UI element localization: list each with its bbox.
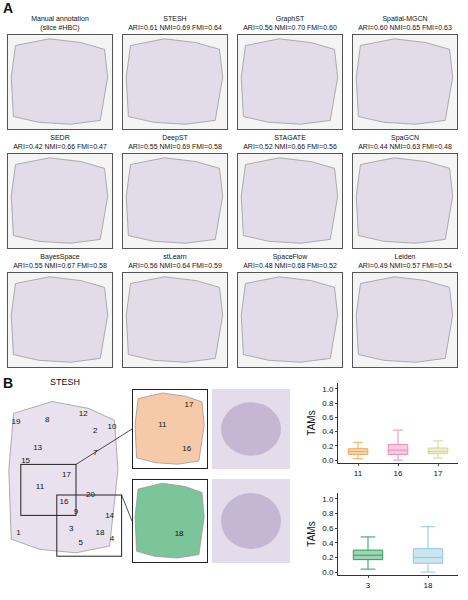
svg-text:16: 16: [60, 497, 69, 506]
svg-text:0.8: 0.8: [322, 399, 334, 408]
svg-text:1.0: 1.0: [322, 495, 334, 504]
svg-text:0.6: 0.6: [322, 524, 334, 533]
svg-text:17: 17: [434, 469, 443, 478]
svg-text:18: 18: [96, 528, 105, 537]
svg-text:0.4: 0.4: [322, 539, 334, 548]
html-text:ARI=0.56 NMI=0.64 FMI=0.59: ARI=0.56 NMI=0.64 FMI=0.59: [128, 262, 222, 269]
svg-text:0.2: 0.2: [322, 442, 334, 451]
svg-text:0.2: 0.2: [322, 553, 334, 562]
html-text:ARI=0.55 NMI=0.67 FMI=0.58: ARI=0.55 NMI=0.67 FMI=0.58: [13, 262, 107, 269]
svg-text:7: 7: [93, 448, 98, 457]
html-text:STESH: STESH: [50, 377, 80, 387]
html-text:SpaceFlow: SpaceFlow: [272, 253, 308, 260]
html-text:SEDR: SEDR: [50, 134, 70, 141]
svg-text:13: 13: [33, 443, 42, 452]
svg-text:10: 10: [108, 422, 117, 431]
html-text:GraphST: GraphST: [275, 15, 305, 22]
svg-text:5: 5: [79, 538, 84, 547]
html-text:ARI=0.61 NMI=0.69 FMI=0.64: ARI=0.61 NMI=0.69 FMI=0.64: [128, 24, 222, 31]
html-text:ARI=0.56 NMI=0.70 FMI=0.60: ARI=0.56 NMI=0.70 FMI=0.60: [243, 24, 337, 31]
svg-text:11: 11: [36, 482, 45, 491]
html-text:stLearn: stLearn: [163, 253, 187, 260]
html-text:DeepST: DeepST: [162, 134, 188, 141]
svg-text:4: 4: [110, 534, 115, 543]
svg-text:3: 3: [366, 581, 371, 590]
svg-text:11: 11: [158, 420, 167, 429]
svg-text:12: 12: [79, 409, 88, 418]
svg-text:18: 18: [175, 529, 184, 538]
html-text:ARI=0.55 NMI=0.69 FMI=0.58: ARI=0.55 NMI=0.69 FMI=0.58: [128, 143, 222, 150]
svg-text:0.0: 0.0: [322, 568, 334, 577]
svg-text:17: 17: [185, 400, 194, 409]
svg-text:TAMs: TAMs: [306, 410, 317, 435]
svg-text:16: 16: [394, 469, 403, 478]
svg-text:1: 1: [16, 528, 21, 537]
html-text:(slice #HBC): (slice #HBC): [40, 24, 80, 31]
html-text:A: A: [3, 0, 14, 16]
svg-text:3: 3: [69, 524, 74, 533]
svg-text:0.4: 0.4: [322, 427, 334, 436]
html-text:Spatial-MGCN: Spatial-MGCN: [382, 15, 428, 22]
html-text:BayesSpace: BayesSpace: [40, 253, 80, 260]
svg-text:17: 17: [62, 470, 71, 479]
svg-text:1.0: 1.0: [322, 385, 334, 394]
svg-text:18: 18: [424, 581, 433, 590]
html-text:ARI=0.60 NMI=0.65 FMI=0.63: ARI=0.60 NMI=0.65 FMI=0.63: [358, 24, 452, 31]
svg-text:19: 19: [12, 417, 21, 426]
svg-text:0.0: 0.0: [322, 456, 334, 465]
html-text:STESH: STESH: [163, 15, 187, 22]
svg-text:2: 2: [93, 426, 98, 435]
html-text:ARI=0.52 NMI=0.66 FMI=0.56: ARI=0.52 NMI=0.66 FMI=0.56: [243, 143, 337, 150]
svg-text:16: 16: [182, 444, 191, 453]
svg-text:20: 20: [85, 490, 95, 500]
html-text:Manual annotation: Manual annotation: [31, 15, 89, 22]
html-text:STAGATE: STAGATE: [274, 134, 306, 141]
svg-text:9: 9: [73, 507, 79, 517]
html-text:Leiden: Leiden: [394, 253, 416, 260]
svg-text:14: 14: [105, 511, 114, 520]
svg-text:0.6: 0.6: [322, 413, 334, 422]
svg-text:TAMs: TAMs: [306, 521, 317, 546]
html-text:B: B: [3, 375, 14, 391]
svg-text:8: 8: [45, 415, 50, 424]
html-text:ARI=0.49 NMI=0.57 FMI=0.54: ARI=0.49 NMI=0.57 FMI=0.54: [358, 262, 452, 269]
html-text:ARI=0.48 NMI=0.68 FMI=0.52: ARI=0.48 NMI=0.68 FMI=0.52: [243, 262, 337, 269]
html-text:ARI=0.42 NMI=0.66 FMI=0.47: ARI=0.42 NMI=0.66 FMI=0.47: [13, 143, 107, 150]
svg-text:0.8: 0.8: [322, 509, 334, 518]
html-text:SpaGCN: SpaGCN: [391, 134, 419, 141]
svg-text:11: 11: [354, 469, 363, 478]
svg-text:15: 15: [21, 456, 30, 465]
html-text:ARI=0.44 NMI=0.63 FMI=0.48: ARI=0.44 NMI=0.63 FMI=0.48: [358, 143, 452, 150]
